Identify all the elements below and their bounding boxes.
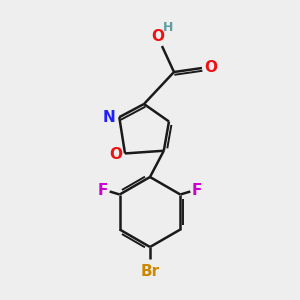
Text: O: O xyxy=(152,28,164,44)
Text: Br: Br xyxy=(140,263,160,278)
Text: H: H xyxy=(163,20,173,34)
Text: O: O xyxy=(110,147,122,162)
Text: F: F xyxy=(98,183,108,198)
Text: F: F xyxy=(192,183,202,198)
Text: O: O xyxy=(205,59,218,74)
Text: N: N xyxy=(103,110,116,125)
